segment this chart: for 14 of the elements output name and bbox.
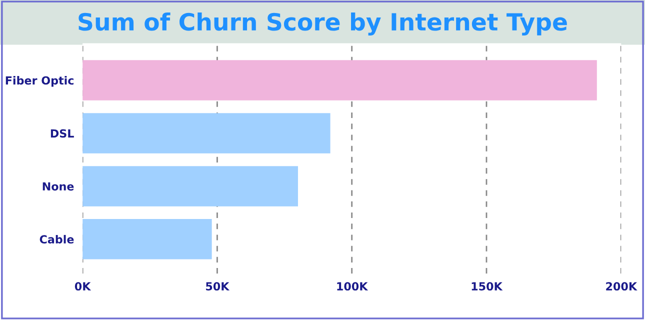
bar [82, 113, 330, 154]
y-tick-label: None [42, 182, 74, 191]
chart-title: Sum of Churn Score by Internet Type [78, 12, 567, 36]
y-tick-label: DSL [50, 129, 74, 138]
y-tick-label: Fiber Optic [6, 76, 74, 87]
bar [82, 219, 212, 260]
bar [82, 60, 597, 100]
bar [82, 166, 298, 206]
y-tick-label: Cable [40, 234, 74, 244]
x-tick-label: 200K [606, 282, 638, 291]
x-tick-label: 0K [74, 282, 92, 291]
x-tick-label: 150K [472, 282, 503, 291]
x-tick-label: 50K [206, 282, 230, 291]
x-tick-label: 100K [337, 282, 368, 291]
